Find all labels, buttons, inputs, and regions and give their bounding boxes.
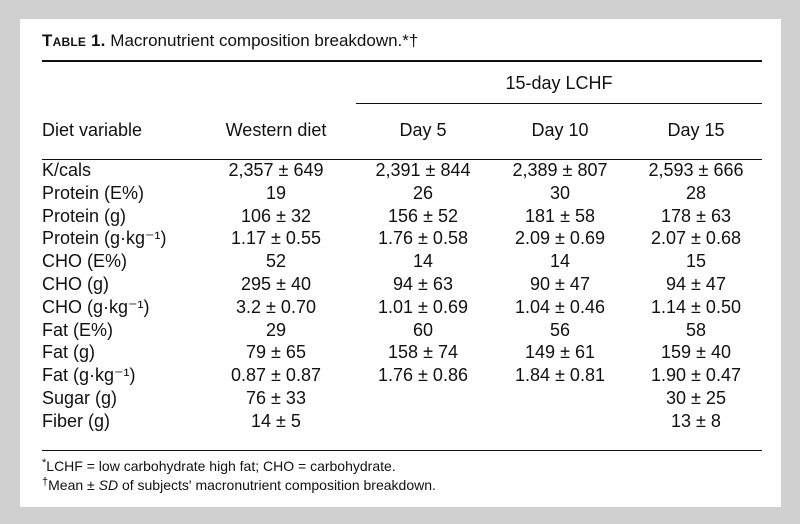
table-cell: 29 — [265, 319, 287, 340]
top-rule — [42, 60, 762, 62]
row-label: Protein (g) — [42, 205, 127, 226]
table-cell: 76 ± 33 — [246, 388, 306, 408]
group-rule — [356, 103, 762, 104]
table-cell: 30 ± 25 — [666, 388, 726, 408]
table-cell: 94 ± 63 — [393, 274, 453, 294]
row-label: Fat (E%) — [42, 319, 114, 340]
table-panel: Table 1. Macronutrient composition break… — [20, 19, 781, 507]
table-cell: 2,389 ± 807 — [512, 160, 608, 180]
column-header: Diet variable — [42, 120, 143, 140]
table-cell: 79 ± 65 — [246, 342, 306, 363]
row-label: Protein (g·kg⁻¹) — [42, 228, 167, 249]
table-cell: 181 ± 58 — [525, 205, 595, 226]
table-cell: 106 ± 32 — [241, 205, 311, 226]
table-cell: 14 — [412, 251, 434, 272]
table-cell: 14 — [549, 251, 571, 272]
table-cell: 19 — [265, 182, 287, 203]
table-cell: 2.07 ± 0.68 — [651, 228, 741, 249]
table-cell: 1.76 ± 0.58 — [378, 228, 468, 249]
table-cell: 3.2 ± 0.70 — [236, 296, 316, 317]
row-label: K/cals — [42, 160, 92, 180]
column-header: Day 15 — [667, 120, 725, 140]
column-header: Western diet — [225, 120, 327, 140]
table-cell: 60 — [412, 319, 434, 340]
column-header: Day 5 — [399, 120, 447, 140]
column-header: Day 10 — [531, 120, 589, 140]
table-cell: 1.14 ± 0.50 — [651, 296, 741, 317]
table-cell: 2,357 ± 649 — [228, 160, 324, 180]
table-cell: 156 ± 52 — [388, 205, 458, 226]
table-cell: 94 ± 47 — [666, 274, 726, 294]
table-cell: 1.90 ± 0.47 — [651, 365, 741, 386]
table-cell: 52 — [265, 251, 287, 272]
table-title: Macronutrient composition breakdown.*† — [110, 31, 419, 50]
table-cell: 2,391 ± 844 — [375, 160, 471, 180]
footnote-1: *LCHF = low carbohydrate high fat; CHO =… — [42, 457, 396, 474]
table-cell: 1.17 ± 0.55 — [231, 228, 321, 249]
row-label: Sugar (g) — [42, 388, 118, 408]
table-cell: 28 — [685, 182, 707, 203]
group-header-lchf: 15-day LCHF — [505, 73, 613, 93]
bottom-rule — [42, 450, 762, 451]
table-cell: 90 ± 47 — [530, 274, 590, 294]
table-cell: 26 — [412, 182, 434, 203]
table-cell: 1.01 ± 0.69 — [378, 296, 468, 317]
row-label: CHO (g) — [42, 274, 109, 294]
table-cell: 1.04 ± 0.46 — [515, 296, 605, 317]
row-label: CHO (g·kg⁻¹) — [42, 296, 150, 317]
row-label: Fat (g·kg⁻¹) — [42, 365, 136, 386]
table-caption: Table 1. Macronutrient composition break… — [42, 31, 418, 51]
table-cell: 2.09 ± 0.69 — [515, 228, 605, 249]
table-cell: 58 — [685, 319, 707, 340]
table-cell: 15 — [685, 251, 707, 272]
table-cell: 14 ± 5 — [251, 410, 301, 431]
table-cell: 1.76 ± 0.86 — [378, 365, 468, 386]
row-label: CHO (E%) — [42, 251, 127, 272]
table-cell: 295 ± 40 — [241, 274, 311, 294]
footnote-2: †Mean ± SD of subjects' macronutrient co… — [42, 476, 436, 493]
table-cell: 149 ± 61 — [525, 342, 595, 363]
table-cell: 1.84 ± 0.81 — [515, 365, 605, 386]
table-cell: 30 — [549, 182, 571, 203]
table-cell: 178 ± 63 — [661, 205, 731, 226]
header-rule — [42, 159, 762, 160]
table-cell: 158 ± 74 — [388, 342, 458, 363]
table-label: Table 1. — [42, 31, 106, 50]
table-cell: 0.87 ± 0.87 — [231, 365, 321, 386]
table-cell: 56 — [549, 319, 571, 340]
row-label: Fiber (g) — [42, 410, 111, 431]
table-cell: 2,593 ± 666 — [648, 160, 744, 180]
table-cell: 159 ± 40 — [661, 342, 731, 363]
row-label: Fat (g) — [42, 342, 96, 363]
row-label: Protein (E%) — [42, 182, 145, 203]
table-cell: 13 ± 8 — [671, 410, 721, 431]
